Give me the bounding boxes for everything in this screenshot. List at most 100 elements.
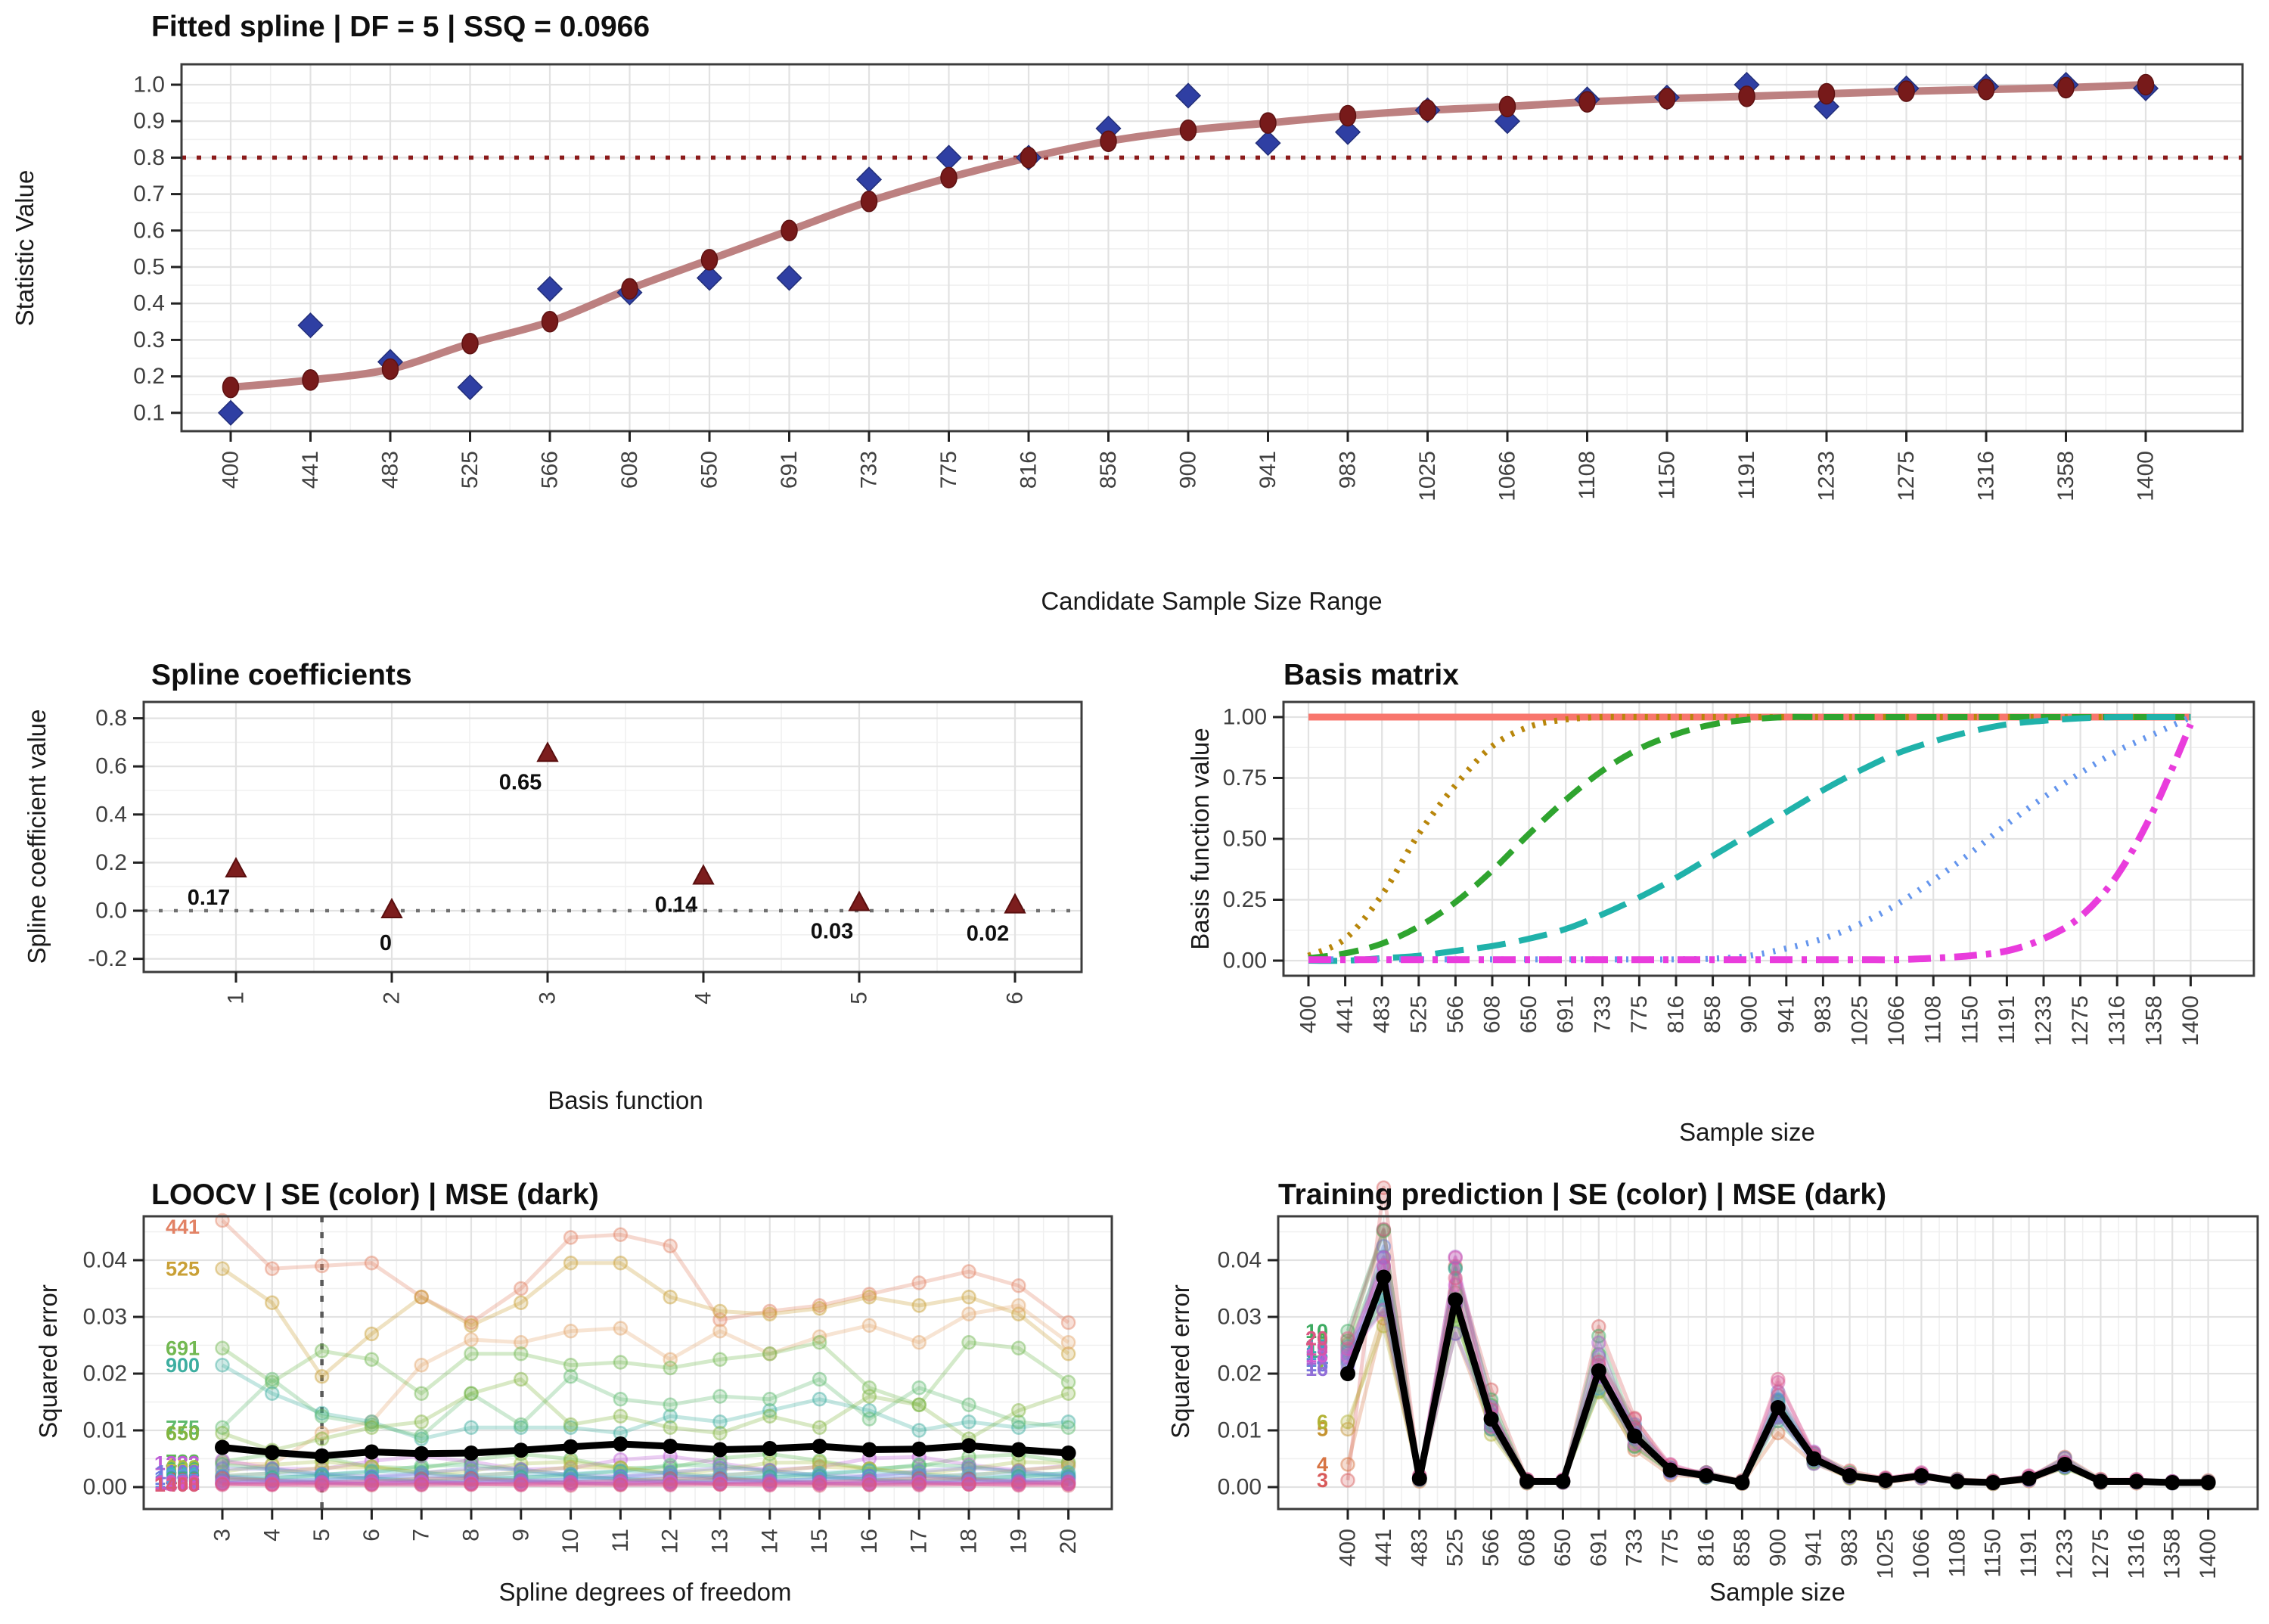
svg-text:1191: 1191 — [1994, 995, 2019, 1045]
svg-text:12: 12 — [658, 1529, 683, 1554]
svg-text:1108: 1108 — [1945, 1529, 1969, 1578]
svg-text:1233: 1233 — [154, 1452, 200, 1475]
svg-text:941: 941 — [1774, 995, 1799, 1033]
svg-text:1066: 1066 — [1909, 1529, 1934, 1579]
coefficients-x-axis-title: Basis function — [548, 1086, 703, 1114]
svg-text:16: 16 — [857, 1529, 882, 1554]
svg-text:0.00: 0.00 — [83, 1475, 127, 1500]
svg-text:483: 483 — [1370, 995, 1395, 1033]
svg-text:1316: 1316 — [1974, 451, 1999, 501]
svg-text:566: 566 — [538, 451, 563, 489]
svg-text:775: 775 — [936, 451, 961, 489]
svg-text:6: 6 — [1317, 1411, 1328, 1433]
svg-text:650: 650 — [1516, 995, 1541, 1033]
svg-text:608: 608 — [1515, 1529, 1540, 1567]
svg-text:983: 983 — [1336, 451, 1361, 489]
svg-text:0.0: 0.0 — [95, 899, 127, 924]
svg-text:0.65: 0.65 — [499, 770, 542, 794]
svg-text:6: 6 — [1003, 992, 1028, 1005]
svg-text:983: 983 — [1811, 995, 1836, 1033]
svg-text:441: 441 — [1333, 995, 1358, 1033]
svg-text:691: 691 — [1586, 1529, 1611, 1567]
svg-text:900: 900 — [166, 1354, 200, 1377]
svg-text:3: 3 — [210, 1529, 235, 1542]
svg-text:13: 13 — [708, 1529, 733, 1554]
loocv-panel: 4415254836919007756507331233608816566110… — [83, 1213, 1113, 1554]
svg-text:816: 816 — [1694, 1529, 1719, 1567]
svg-text:18: 18 — [957, 1529, 982, 1554]
svg-text:10: 10 — [1305, 1320, 1328, 1343]
chart-render-root: 400 441 483 525 566 608 650 691 733 775 816 858 900 9… — [83, 63, 2259, 1579]
svg-text:1358: 1358 — [2053, 451, 2078, 501]
svg-text:1400: 1400 — [2178, 995, 2203, 1046]
svg-text:0.03: 0.03 — [811, 919, 853, 943]
svg-text:858: 858 — [166, 1467, 200, 1490]
svg-text:0.2: 0.2 — [133, 364, 165, 389]
svg-text:525: 525 — [166, 1257, 200, 1280]
svg-text:3: 3 — [1317, 1469, 1328, 1492]
svg-text:816: 816 — [1664, 995, 1689, 1033]
svg-text:6: 6 — [359, 1529, 384, 1542]
loocv-y-axis-title: Squared error — [34, 1284, 62, 1439]
svg-text:8: 8 — [1317, 1333, 1328, 1355]
svg-text:15: 15 — [807, 1529, 832, 1554]
svg-text:525: 525 — [1406, 995, 1431, 1033]
svg-text:0.01: 0.01 — [83, 1418, 127, 1443]
svg-text:7: 7 — [1317, 1351, 1328, 1374]
svg-text:1400: 1400 — [2134, 451, 2159, 501]
svg-text:0.25: 0.25 — [1223, 887, 1267, 912]
svg-text:2: 2 — [380, 992, 405, 1005]
svg-text:0.8: 0.8 — [95, 706, 127, 731]
svg-text:733: 733 — [166, 1450, 200, 1473]
svg-text:733: 733 — [1590, 995, 1615, 1033]
svg-text:1275: 1275 — [154, 1473, 200, 1495]
svg-text:15: 15 — [1305, 1353, 1328, 1376]
svg-text:0.00: 0.00 — [1218, 1475, 1262, 1500]
svg-text:0.6: 0.6 — [95, 754, 127, 779]
svg-text:0.03: 0.03 — [1218, 1305, 1262, 1330]
svg-text:650: 650 — [166, 1422, 200, 1445]
svg-text:608: 608 — [617, 451, 642, 489]
svg-text:400: 400 — [1336, 1529, 1361, 1567]
svg-text:18: 18 — [1305, 1344, 1328, 1367]
svg-text:0: 0 — [380, 931, 392, 955]
svg-text:16: 16 — [1305, 1358, 1328, 1380]
svg-text:566: 566 — [166, 1460, 200, 1483]
svg-text:1066: 1066 — [1495, 451, 1520, 501]
svg-text:1358: 1358 — [154, 1473, 200, 1495]
svg-text:1108: 1108 — [155, 1461, 200, 1484]
svg-text:0.4: 0.4 — [133, 291, 165, 316]
svg-text:1275: 1275 — [2088, 1529, 2113, 1579]
svg-text:566: 566 — [1443, 995, 1468, 1033]
svg-text:7: 7 — [409, 1529, 434, 1542]
svg-text:1316: 1316 — [2124, 1529, 2149, 1579]
coefficients-y-axis-title: Spline coefficient value — [23, 710, 51, 964]
svg-text:1358: 1358 — [2141, 995, 2166, 1046]
svg-text:19: 19 — [1305, 1337, 1328, 1360]
svg-text:5: 5 — [1317, 1418, 1328, 1441]
svg-text:1316: 1316 — [154, 1471, 200, 1494]
svg-text:400: 400 — [166, 1469, 200, 1492]
svg-text:4: 4 — [1317, 1453, 1328, 1476]
svg-text:0.03: 0.03 — [83, 1305, 127, 1330]
svg-text:691: 691 — [166, 1337, 200, 1359]
svg-text:650: 650 — [697, 451, 722, 489]
svg-text:13: 13 — [1305, 1342, 1328, 1365]
svg-text:1.0: 1.0 — [133, 73, 165, 98]
svg-text:941: 941 — [1802, 1529, 1827, 1567]
svg-text:14: 14 — [757, 1529, 782, 1554]
basis-panel-title: Basis matrix — [1283, 659, 1459, 691]
loocv-x-axis-title: Spline degrees of freedom — [498, 1578, 791, 1606]
svg-text:941: 941 — [1256, 451, 1280, 489]
basis-y-axis-title: Basis function value — [1186, 728, 1214, 950]
svg-text:1025: 1025 — [1848, 995, 1873, 1046]
coefficients-panel: 0.17 0 0.65 0.14 0.03 0.02 1 2 3 4 5 6 -0.2 0.0 0.2 0.4… — [88, 700, 1083, 1005]
svg-text:1316: 1316 — [2105, 995, 2130, 1046]
svg-text:941: 941 — [166, 1464, 200, 1486]
svg-text:0.75: 0.75 — [1223, 765, 1267, 790]
svg-text:1191: 1191 — [2016, 1529, 2041, 1578]
svg-text:733: 733 — [857, 451, 882, 489]
